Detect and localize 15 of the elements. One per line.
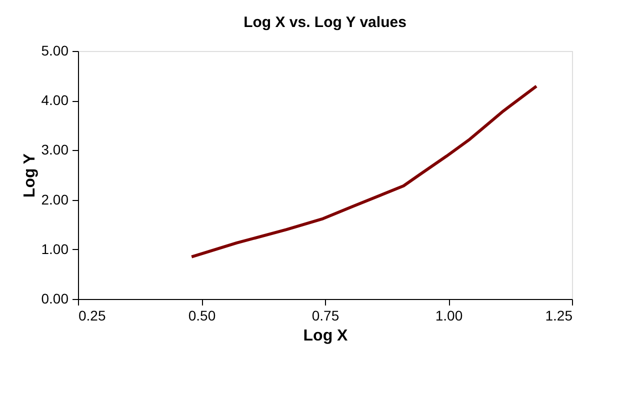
x-tick-label: 1.25 [545, 308, 573, 324]
y-axis-title: Log Y [21, 153, 38, 198]
x-tick-label: 0.25 [78, 308, 106, 324]
x-tick-label: 0.50 [188, 308, 216, 324]
y-tick-label: 2.00 [41, 191, 69, 208]
chart-title: Log X vs. Log Y values [244, 14, 406, 31]
x-tick-label: 0.75 [312, 308, 340, 324]
y-tick-label: 0.00 [41, 290, 69, 306]
line-series [190, 84, 538, 258]
y-tick-label: 5.00 [41, 42, 69, 58]
x-tick-label: 1.00 [435, 308, 463, 324]
y-tick-label: 4.00 [41, 92, 69, 108]
y-tick-label: 3.00 [41, 142, 69, 158]
x-axis-title: Log X [303, 328, 348, 344]
y-tick-label: 1.00 [41, 240, 69, 257]
